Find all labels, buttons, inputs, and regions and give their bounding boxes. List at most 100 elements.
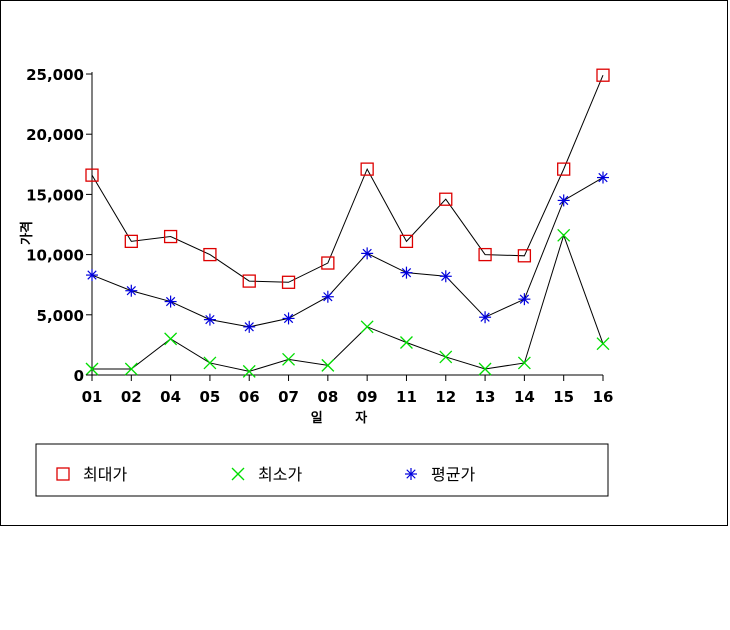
price-line-chart: 01 02 04 05 06 07 08 09 11 12 13 14 15 16 0 5,000 10,00…	[20, 66, 614, 497]
legend-label-1: 최대가	[83, 465, 127, 484]
x-tick-label: 09	[357, 388, 378, 406]
asterisk-marker-stroke	[519, 294, 530, 304]
data-point-series-3	[125, 284, 138, 297]
data-point-series-1	[439, 192, 453, 206]
x-tick-label: 11	[396, 388, 417, 406]
asterisk-marker-stroke	[283, 313, 294, 324]
data-point-series-3	[203, 313, 216, 326]
x-tick-label: 08	[317, 388, 338, 406]
x-tick-label: 14	[514, 388, 535, 406]
data-point-series-3	[282, 312, 295, 325]
data-point-series-3	[321, 290, 334, 303]
chart-frame: 01 02 04 05 06 07 08 09 11 12 13 14 15 16 0 5,000 10,00…	[0, 0, 728, 526]
asterisk-marker-stroke	[401, 267, 412, 278]
x-marker-stroke	[164, 332, 178, 346]
x-marker-stroke	[231, 467, 245, 481]
asterisk-marker-stroke	[323, 292, 333, 302]
asterisk-marker-stroke	[480, 312, 490, 322]
x-marker-stroke	[203, 356, 217, 370]
data-point-series-1	[203, 247, 217, 262]
y-tick-labels: 0 5,000 10,000 15,000 20,000 25,000	[26, 66, 92, 385]
x-tick-label: 07	[278, 388, 299, 406]
data-point-series-2	[517, 356, 531, 370]
data-point-series-2	[360, 320, 374, 334]
data-point-series-2	[85, 362, 99, 376]
asterisk-marker-stroke	[441, 271, 451, 281]
series-lines	[91, 75, 604, 372]
x-tick-label: 04	[160, 388, 181, 406]
data-point-series-3	[479, 311, 492, 324]
data-point-series-3	[243, 320, 256, 333]
legend-label-3: 평균가	[431, 465, 475, 484]
data-point-series-2	[596, 337, 610, 351]
x-axis-title: 일 자	[311, 411, 381, 426]
x-marker-stroke	[557, 228, 571, 242]
x-marker-stroke	[360, 320, 374, 334]
legend-marker-3	[405, 468, 417, 480]
data-point-series-3	[557, 194, 570, 207]
asterisk-marker-stroke	[87, 270, 97, 280]
legend-marker-1	[56, 467, 70, 481]
x-tick-label: 15	[553, 388, 574, 406]
data-point-series-2	[282, 352, 295, 366]
data-point-series-2	[242, 364, 256, 378]
data-point-series-3	[439, 270, 452, 283]
x-tick-label: 05	[199, 388, 220, 406]
data-point-series-1	[85, 168, 99, 182]
data-point-series-2	[203, 356, 217, 370]
asterisk-marker-stroke	[205, 314, 215, 325]
data-point-series-3	[86, 269, 98, 282]
legend-label-2: 최소가	[258, 465, 302, 484]
data-point-series-3	[400, 266, 413, 279]
x-tick-label: 02	[121, 388, 142, 406]
y-axis-title: 가격	[20, 221, 35, 245]
x-marker-stroke	[478, 362, 492, 376]
asterisk-marker-stroke	[244, 322, 254, 332]
data-point-series-1	[163, 229, 178, 244]
x-marker-stroke	[242, 364, 256, 378]
data-point-series-2	[400, 336, 413, 349]
x-tick-label: 12	[435, 388, 456, 406]
legend-box	[35, 443, 609, 497]
x-tick-label: 06	[239, 388, 260, 406]
x-tick-label: 13	[475, 388, 496, 406]
asterisk-marker-stroke	[406, 469, 416, 479]
data-point-series-1	[517, 249, 532, 263]
series-markers	[85, 68, 610, 378]
x-marker-stroke	[596, 337, 610, 351]
x-marker-stroke	[321, 358, 335, 372]
axes	[91, 72, 603, 376]
data-point-series-3	[164, 295, 177, 308]
x-marker-stroke	[400, 336, 413, 349]
x-marker-stroke	[124, 362, 138, 376]
legend: 최대가 최소가 평균가	[35, 443, 609, 497]
y-tick-label: 25,000	[26, 66, 84, 84]
data-point-series-2	[321, 358, 335, 372]
x-marker-stroke	[282, 352, 295, 366]
x-marker-stroke	[517, 356, 531, 370]
data-point-series-1	[399, 234, 414, 249]
data-point-series-2	[124, 362, 138, 376]
asterisk-marker-stroke	[598, 172, 608, 183]
y-tick-label: 10,000	[26, 247, 84, 265]
x-tick-label: 16	[593, 388, 614, 406]
series-line-1	[91, 75, 604, 283]
asterisk-marker-stroke	[165, 296, 176, 307]
series-line-3	[91, 177, 604, 328]
series-line-2	[92, 233, 604, 372]
data-point-series-2	[439, 350, 453, 364]
asterisk-marker-stroke	[126, 286, 136, 296]
legend-marker-2	[231, 467, 245, 481]
x-marker-stroke	[85, 362, 99, 376]
data-point-series-3	[597, 171, 609, 184]
data-point-series-1	[360, 162, 374, 176]
y-tick-label: 15,000	[26, 186, 84, 204]
y-tick-label: 0	[74, 367, 84, 385]
data-point-series-2	[478, 362, 492, 376]
data-point-series-1	[124, 234, 138, 249]
data-point-series-1	[478, 247, 492, 262]
y-tick-label: 5,000	[37, 307, 84, 325]
x-marker-stroke	[439, 350, 453, 364]
asterisk-marker-stroke	[559, 195, 569, 206]
x-tick-label: 01	[82, 388, 103, 406]
